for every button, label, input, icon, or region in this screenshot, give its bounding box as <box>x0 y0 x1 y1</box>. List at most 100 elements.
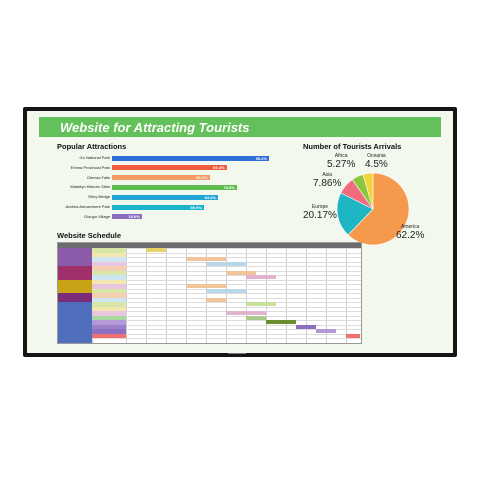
schedule-grid-line <box>146 248 147 343</box>
attraction-bar: 55.6% <box>112 204 204 210</box>
schedule-category-block <box>58 279 92 293</box>
schedule-grid-line <box>58 302 361 303</box>
attraction-label: Giorgio Village <box>84 213 110 219</box>
schedule-grid-line <box>58 279 361 281</box>
pie-slice-oceania <box>362 172 374 210</box>
pie-slice-america <box>347 172 410 246</box>
attraction-bar: 18.0% <box>112 214 142 220</box>
schedule-grid-line <box>326 248 327 343</box>
schedule-task-cell <box>92 252 126 257</box>
title-banner: Website for Attracting Tourists <box>39 117 441 137</box>
schedule-task-cell <box>92 288 126 293</box>
banner-title: Website for Attracting Tourists <box>60 120 250 135</box>
schedule-task-cell <box>92 275 126 280</box>
pie-label-europe: Europe 20.17% <box>303 204 337 221</box>
attraction-label: Riley Bridge <box>88 194 110 200</box>
schedule-gantt-bar <box>316 329 336 334</box>
pie-label-america: America 62.2% <box>396 224 425 241</box>
schedule-grid-line <box>186 248 187 343</box>
schedule-gantt-bar <box>206 297 226 302</box>
website-schedule-table <box>57 242 362 344</box>
popular-attractions-title: Popular Attractions <box>57 142 127 151</box>
schedule-gantt-bar <box>266 320 296 325</box>
schedule-grid-line <box>58 324 361 326</box>
attraction-row: Emma Provincial Park 69.4% <box>27 164 277 172</box>
schedule-grid-line <box>58 266 361 267</box>
schedule-gantt-bar <box>346 333 360 338</box>
tourist-arrivals-pie-chart <box>336 172 410 246</box>
schedule-task-cell <box>92 306 126 311</box>
schedule-task-cell <box>92 266 126 271</box>
attraction-value: 69.4% <box>213 165 225 171</box>
attraction-label: Madelyn Historic Sites <box>70 184 110 190</box>
schedule-grid-line <box>58 275 361 276</box>
attraction-label: Emma Provincial Park <box>70 164 110 170</box>
pie-slice-europe <box>336 192 374 236</box>
schedule-grid-line <box>58 293 361 294</box>
schedule-task-cell <box>92 324 126 329</box>
attraction-value: 59.1% <box>196 175 208 181</box>
attraction-row: Riley Bridge 64.2% <box>27 193 277 201</box>
schedule-task-cell <box>92 333 126 338</box>
schedule-gantt-bar <box>226 270 256 275</box>
schedule-grid-line <box>206 248 207 343</box>
schedule-category-block <box>58 266 92 280</box>
schedule-grid-line <box>226 248 227 343</box>
schedule-grid-line <box>266 248 267 343</box>
attraction-row: Giorgio Village 18.0% <box>27 213 277 221</box>
schedule-grid-line <box>58 320 361 321</box>
attraction-row: Madelyn Historic Sites 75.6% <box>27 183 277 191</box>
schedule-gantt-bar <box>186 257 226 262</box>
schedule-task-cell <box>92 257 126 262</box>
schedule-task-cell <box>92 315 126 320</box>
schedule-grid-line <box>126 248 127 343</box>
schedule-gantt-bar <box>226 311 266 316</box>
schedule-gantt-bar <box>246 302 276 307</box>
attraction-bar: 59.1% <box>112 175 210 181</box>
attraction-value: 55.6% <box>190 204 202 210</box>
attraction-value: 18.0% <box>128 214 140 220</box>
attraction-row: Andrea Amusement Park 55.6% <box>27 203 277 211</box>
schedule-grid-line <box>58 315 361 317</box>
attraction-row: Glenvia Falls 59.1% <box>27 174 277 182</box>
schedule-grid-line <box>58 338 361 339</box>
schedule-header-row <box>58 243 361 248</box>
schedule-grid-line <box>58 311 361 312</box>
schedule-task-cell <box>92 329 126 334</box>
schedule-grid-line <box>58 270 361 272</box>
schedule-task-cell <box>92 279 126 284</box>
attraction-label: Andrea Amusement Park <box>65 204 110 209</box>
schedule-grid-line <box>58 329 361 330</box>
schedule-task-cell <box>92 297 126 302</box>
attraction-label: Glenvia Falls <box>86 174 110 180</box>
schedule-grid-line <box>58 333 361 335</box>
attraction-row: Go National Park 95.2% <box>27 154 277 162</box>
attraction-label: Go National Park <box>79 155 110 160</box>
website-schedule-title: Website Schedule <box>57 231 122 240</box>
schedule-gantt-bar <box>186 284 226 289</box>
schedule-task-cell <box>92 261 126 266</box>
tv-logo <box>228 352 246 354</box>
schedule-grid-line <box>306 248 307 343</box>
attraction-bar: 75.6% <box>112 184 237 190</box>
pie-label-oceania: Oceania 4.5% <box>365 153 388 170</box>
schedule-category-block <box>58 248 92 266</box>
pie-label-asia: Asia 7.86% <box>313 172 342 189</box>
schedule-grid-line <box>286 248 287 343</box>
schedule-gantt-bar <box>296 324 316 329</box>
attraction-value: 95.2% <box>255 155 268 161</box>
schedule-grid-line <box>58 252 361 254</box>
schedule-grid-line <box>346 248 347 343</box>
schedule-grid-line <box>58 248 361 249</box>
schedule-task-cell <box>92 270 126 275</box>
schedule-gantt-bar <box>206 288 246 293</box>
schedule-task-cell <box>92 311 126 316</box>
schedule-category-block <box>58 302 92 343</box>
schedule-task-cell <box>92 320 126 325</box>
tourist-arrivals-title: Number of Tourists Arrivals <box>303 142 402 151</box>
schedule-task-cell <box>92 284 126 289</box>
schedule-grid-line <box>58 306 361 308</box>
schedule-grid-line <box>246 248 247 343</box>
schedule-category-block <box>58 293 92 302</box>
tv-screen: Website for Attracting Tourists Popular … <box>27 111 453 353</box>
